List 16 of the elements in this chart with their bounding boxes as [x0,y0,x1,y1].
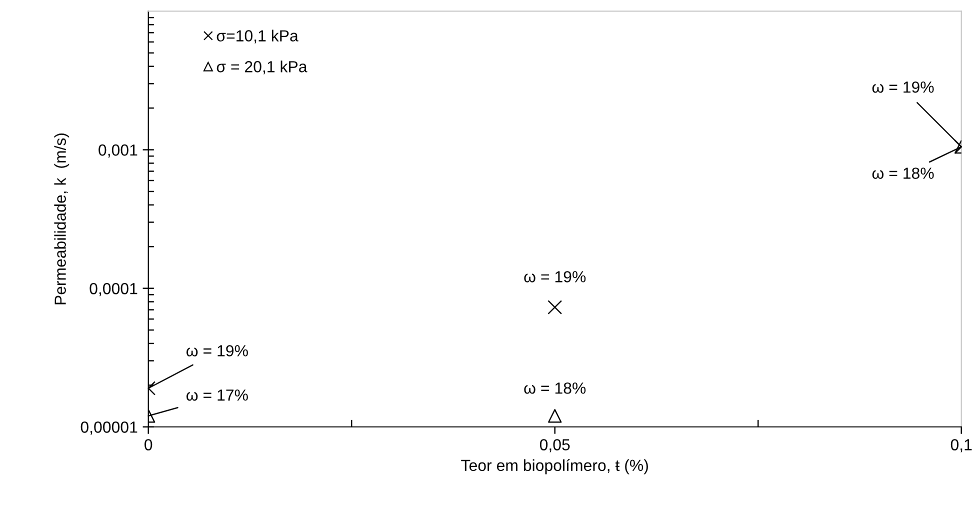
annotation: ω = 19% [186,345,248,356]
legend-label: σ = 20,1 kPa [216,60,308,74]
legend-label: σ=10,1 kPa [216,30,298,44]
x-tick-label: 0 [144,439,152,450]
y-tick-label: 0,001 [98,144,138,158]
x-axis-title: Teor em biopolímero, ŧ (%) [461,459,648,474]
annotation: ω = 19% [524,271,586,282]
annotation: ω = 18% [524,382,586,394]
x-tick-label: 0,1 [950,439,972,452]
y-tick-label: 0,0001 [90,282,138,296]
y-tick-label: 0,00001 [80,422,138,435]
annotation: ω = 17% [186,390,248,401]
annotation: ω = 19% [872,81,934,93]
x-tick-label: 0,05 [540,439,570,452]
annotation: ω = 18% [872,168,934,179]
y-axis-title: Permeabilidade, k (m/s) [54,133,70,304]
